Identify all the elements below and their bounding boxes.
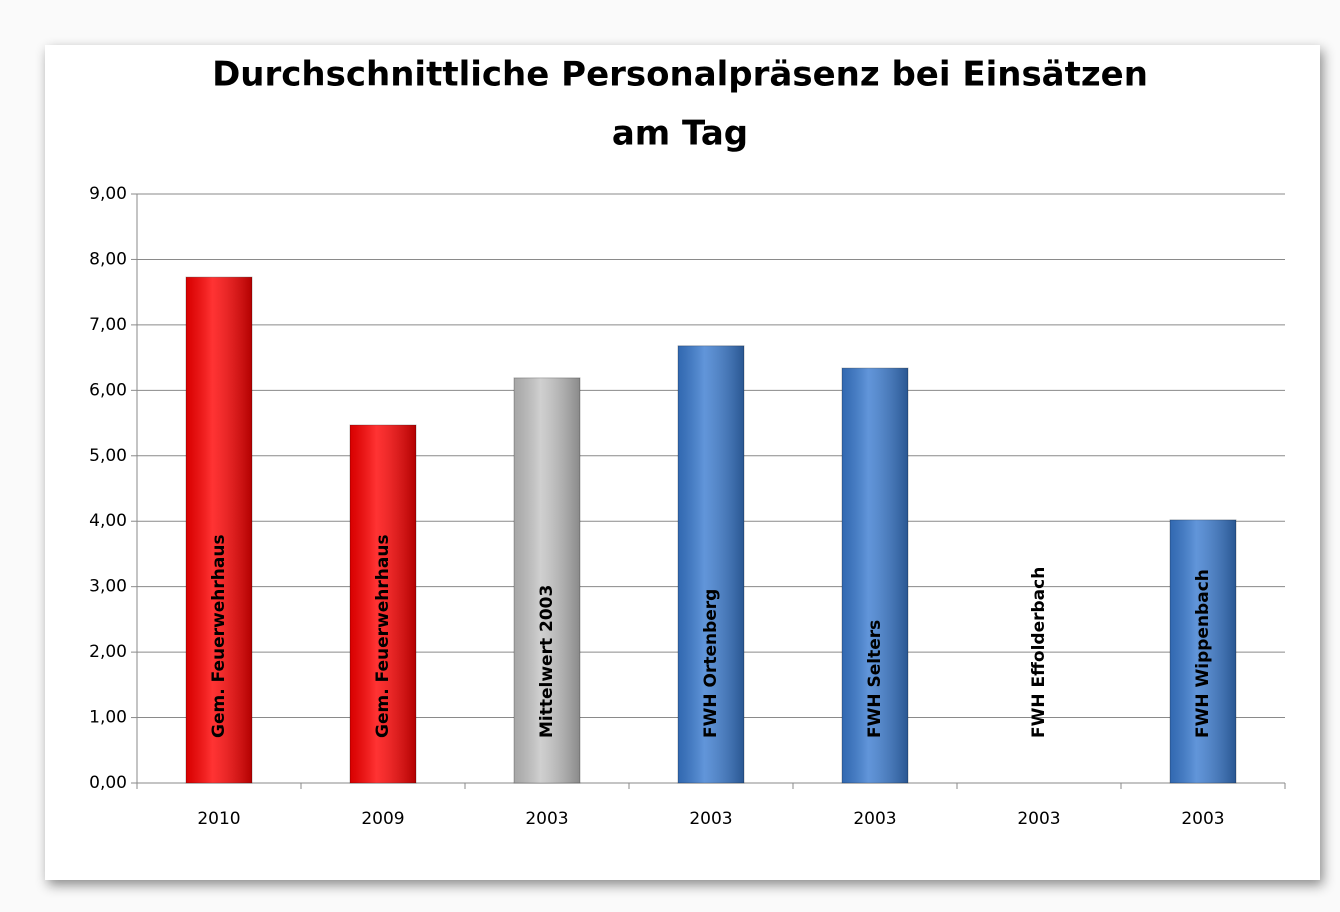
x-tick-label: 2009 — [361, 809, 404, 829]
bar-shade — [514, 377, 580, 783]
y-tick-label: 1,00 — [89, 708, 127, 728]
x-tick-label: 2003 — [525, 809, 568, 829]
bar-label: FWH Selters — [865, 620, 885, 738]
bar-shade — [350, 425, 416, 783]
y-tick-label: 7,00 — [89, 315, 127, 335]
y-tick-label: 3,00 — [89, 577, 127, 597]
bar-shade — [842, 368, 908, 783]
y-tick-label: 9,00 — [89, 184, 127, 204]
x-tick-label: 2003 — [689, 809, 732, 829]
bar-label: FWH Effolderbach — [1029, 567, 1049, 738]
x-tick-label: 2003 — [1017, 809, 1060, 829]
bar-label: Gem. Feuerwehrhaus — [209, 534, 229, 738]
y-tick-label: 8,00 — [89, 249, 127, 269]
bar-label: Gem. Feuerwehrhaus — [373, 534, 393, 738]
x-tick-label: 2003 — [1181, 809, 1224, 829]
y-tick-label: 5,00 — [89, 446, 127, 466]
bar-label: Mittelwert 2003 — [537, 585, 557, 738]
x-tick-label: 2010 — [197, 809, 240, 829]
bar-shade — [678, 345, 744, 783]
x-tick-label: 2003 — [853, 809, 896, 829]
y-tick-label: 6,00 — [89, 380, 127, 400]
y-tick-label: 4,00 — [89, 511, 127, 531]
y-tick-label: 0,00 — [89, 773, 127, 793]
chart-title: am Tag — [612, 114, 748, 154]
chart-title: Durchschnittliche Personalpräsenz bei Ei… — [212, 55, 1148, 95]
bar-shade — [186, 277, 252, 783]
bar-shade — [1170, 519, 1236, 783]
y-tick-label: 2,00 — [89, 642, 127, 662]
bar-label: FWH Wippenbach — [1193, 569, 1213, 738]
bar-label: FWH Ortenberg — [701, 589, 721, 738]
